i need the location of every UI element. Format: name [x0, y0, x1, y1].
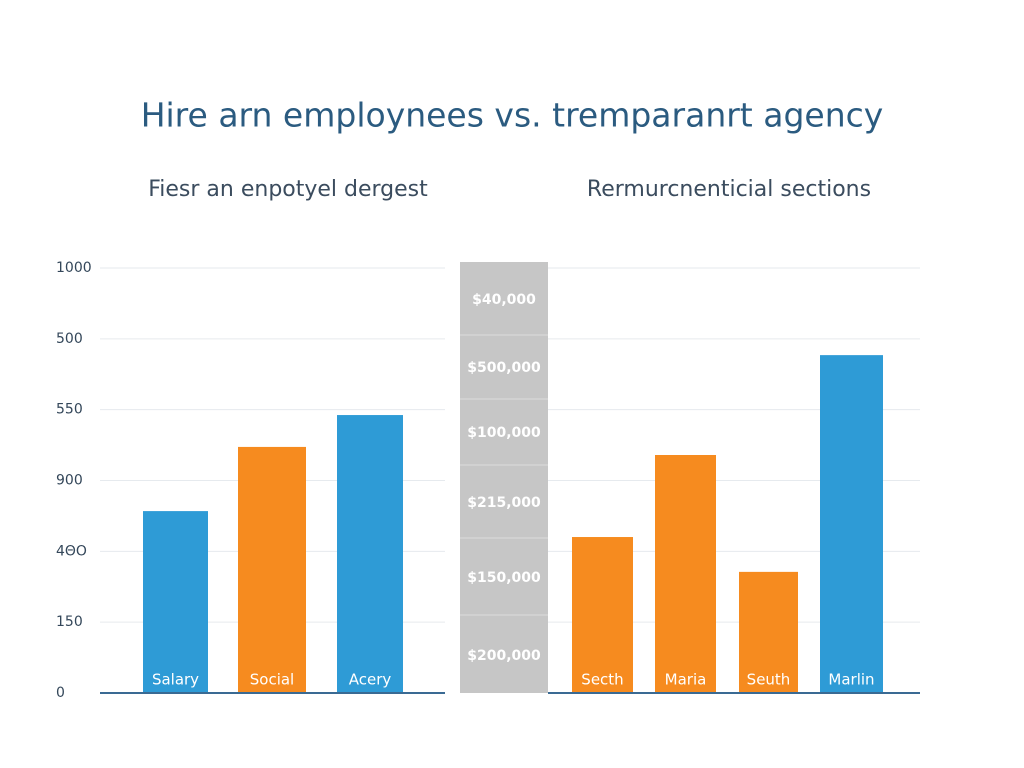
y-tick-label: 1000	[56, 260, 92, 276]
column-label: $200,000	[467, 648, 541, 664]
y-tick-label: 4ΘO	[56, 543, 87, 559]
y-tick-label: 150	[56, 614, 83, 630]
x-tick-label: Marlin	[828, 671, 874, 689]
x-tick-label: Salary	[152, 671, 199, 689]
bar	[238, 446, 306, 693]
column-label: $100,000	[467, 425, 541, 441]
column-label: $500,000	[467, 360, 541, 376]
x-tick-label: Social	[250, 671, 294, 689]
y-tick-label: 550	[56, 402, 83, 418]
x-tick-label: Maria	[665, 671, 707, 689]
bar	[655, 455, 716, 693]
bar	[739, 571, 798, 693]
column-label: $215,000	[467, 495, 541, 511]
y-tick-label: 0	[56, 685, 65, 701]
bar	[572, 537, 633, 693]
chart-subtitle: Fiesr an enpotyel dergest	[148, 177, 428, 202]
bar	[143, 511, 208, 693]
x-tick-label: Acery	[349, 671, 392, 689]
y-tick-label: 900	[56, 473, 83, 489]
chart-subtitle: Rermurcnenticial sections	[587, 177, 871, 202]
bar	[820, 355, 883, 693]
column-label: $40,000	[472, 292, 536, 308]
column-label: $150,000	[467, 570, 541, 586]
x-tick-label: Seuth	[747, 671, 791, 689]
x-tick-label: Secth	[581, 671, 623, 689]
center-column	[460, 262, 548, 693]
bar	[337, 415, 403, 693]
chart-title: Hire arn employnees vs. tremparanrt agen…	[141, 96, 884, 135]
y-tick-label: 500	[56, 331, 83, 347]
